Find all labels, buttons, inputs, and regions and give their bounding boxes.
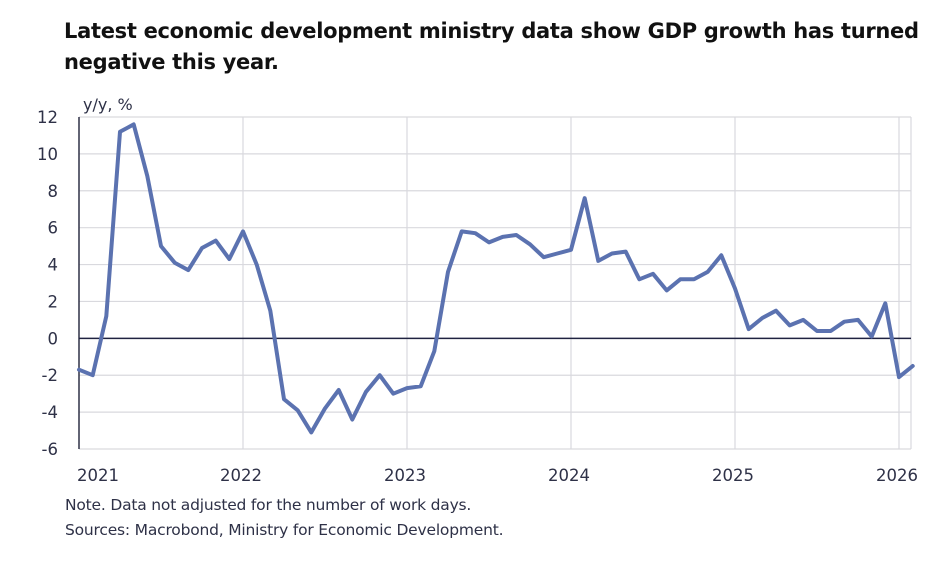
chart-sources: Sources: Macrobond, Ministry for Economi… bbox=[65, 521, 504, 539]
y-tick-label: 12 bbox=[37, 108, 58, 127]
x-tick-label: 2026 bbox=[876, 466, 918, 485]
x-tick-label: 2024 bbox=[548, 466, 590, 485]
y-tick-label: -4 bbox=[42, 403, 58, 422]
x-tick-label: 2025 bbox=[712, 466, 754, 485]
y-tick-label: 8 bbox=[48, 182, 59, 201]
series-line bbox=[77, 122, 915, 435]
y-axis-label: y/y, % bbox=[83, 95, 133, 114]
x-tick-label: 2021 bbox=[77, 466, 119, 485]
y-tick-label: 4 bbox=[48, 256, 59, 275]
chart-title: Latest economic development ministry dat… bbox=[64, 19, 919, 74]
y-tick-label: 6 bbox=[48, 219, 59, 238]
x-tick-label: 2022 bbox=[220, 466, 262, 485]
chart-note: Note. Data not adjusted for the number o… bbox=[65, 496, 472, 514]
x-tick-label: 2023 bbox=[384, 466, 426, 485]
y-tick-label: 10 bbox=[37, 145, 58, 164]
y-tick-label: -6 bbox=[42, 440, 58, 459]
y-tick-label: 0 bbox=[48, 329, 59, 348]
y-tick-label: 2 bbox=[48, 292, 59, 311]
y-tick-label: -2 bbox=[42, 366, 58, 385]
